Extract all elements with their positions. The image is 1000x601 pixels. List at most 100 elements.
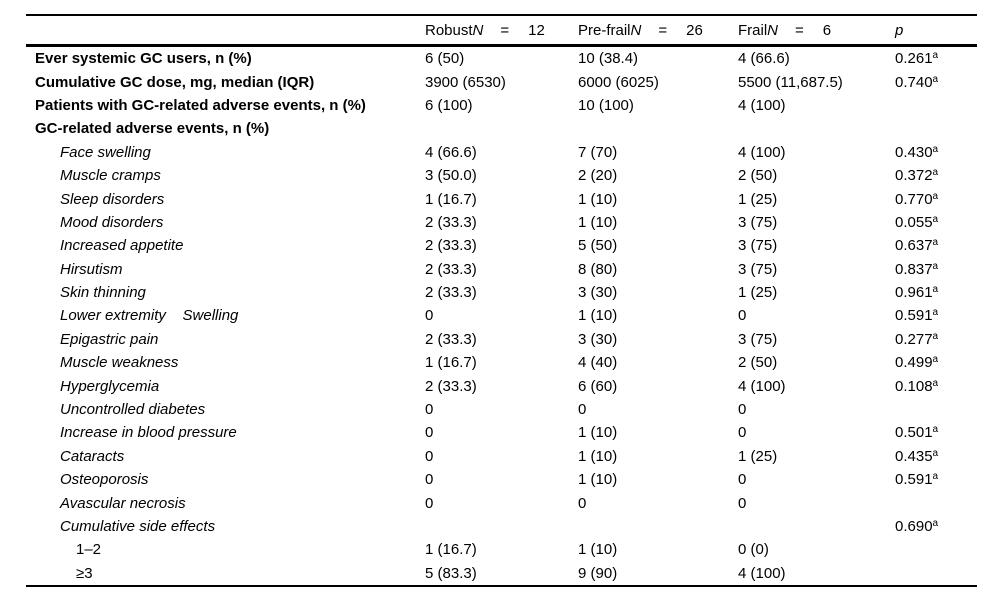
- table-bottom-rule: [26, 584, 977, 587]
- p-value-superscript: a: [932, 213, 939, 225]
- table-body: Ever systemic GC users, n (%) 6 (50) 10 (3…: [26, 47, 977, 585]
- equals-sign: =: [795, 21, 804, 39]
- cell-p-value: 0.961a: [895, 284, 977, 301]
- cell-value: 8 (80): [578, 260, 618, 278]
- row-label: Cumulative GC dose, mg, median (IQR): [35, 73, 315, 91]
- table-row: Hirsutism 2 (33.3) 8 (80) 3 (75) 0.837a: [26, 258, 977, 281]
- cell-p-value: 0.261a: [895, 50, 977, 67]
- table-top-rule: [26, 14, 977, 16]
- row-label: Hyperglycemia: [60, 377, 160, 395]
- p-value-superscript: a: [932, 424, 939, 436]
- table-row: Cumulative GC dose, mg, median (IQR) 3900…: [26, 70, 977, 93]
- cell-value: 0: [425, 471, 434, 489]
- row-label: Muscle weakness: [60, 354, 179, 372]
- cell-value: 1 (10): [578, 424, 618, 442]
- cell-value: 0: [738, 307, 747, 325]
- p-value-text: 0.277: [895, 330, 933, 348]
- column-header-frail: Frail N = 6: [738, 22, 895, 39]
- p-value-superscript: a: [932, 237, 939, 249]
- cell-value: 2 (33.3): [425, 284, 477, 302]
- table-row: 1–2 1 (16.7) 1 (10) 0 (0): [26, 538, 977, 561]
- cell-p-value: 0.637a: [895, 237, 977, 254]
- cell-value: 0: [425, 494, 434, 512]
- group-n-value: 6: [822, 21, 832, 39]
- cell-value: 4 (100): [738, 96, 786, 114]
- cell-value: 1 (25): [738, 190, 778, 208]
- p-value-superscript: a: [932, 143, 939, 155]
- row-label: Increase in blood pressure: [60, 424, 237, 442]
- table-row: Ever systemic GC users, n (%) 6 (50) 10 (3…: [26, 47, 977, 70]
- cell-value: 3 (75): [738, 237, 778, 255]
- cell-value: 0: [425, 401, 434, 419]
- cell-p-value: 0.770a: [895, 191, 977, 208]
- p-value-text: 0.770: [895, 190, 933, 208]
- row-label: Cumulative side effects: [60, 518, 216, 535]
- cell-p-value: 0.108a: [895, 378, 977, 395]
- cell-p-value: 0.277a: [895, 331, 977, 348]
- cell-value: 1 (10): [578, 190, 618, 208]
- row-label: 1–2: [76, 541, 102, 559]
- cell-p-value: 0.372a: [895, 167, 977, 184]
- column-header-p: p: [895, 21, 904, 39]
- table-row: Muscle weakness 1 (16.7) 4 (40) 2 (50) 0.499…: [26, 351, 977, 374]
- p-value-text: 0.372: [895, 167, 933, 185]
- cell-p-value: 0.501a: [895, 424, 977, 441]
- table-row: Sleep disorders 1 (16.7) 1 (10) 1 (25) 0.770…: [26, 187, 977, 210]
- table-row: Mood disorders 2 (33.3) 1 (10) 3 (75) 0.055a: [26, 211, 977, 234]
- cell-value: 3 (75): [738, 330, 778, 348]
- p-value-superscript: a: [932, 447, 939, 459]
- group-name: Pre-frail: [578, 21, 631, 39]
- cell-value: 0: [578, 494, 587, 512]
- row-label: Cataracts: [60, 447, 125, 465]
- row-label: Epigastric pain: [60, 330, 159, 348]
- cell-value: 2 (33.3): [425, 260, 477, 278]
- cell-value: 2 (50): [738, 354, 778, 372]
- cell-value: 5 (50): [578, 237, 618, 255]
- row-label: Uncontrolled diabetes: [60, 401, 206, 419]
- table-row: Increase in blood pressure 0 1 (10) 0 0.501a: [26, 421, 977, 444]
- row-label: Sleep disorders: [60, 190, 165, 208]
- row-label: Muscle cramps: [60, 167, 161, 185]
- p-value-superscript: a: [932, 377, 939, 389]
- table-row: Face swelling 4 (66.6) 7 (70) 4 (100) 0.430a: [26, 141, 977, 164]
- p-value-text: 0.430: [895, 143, 933, 161]
- p-value-text: 0.740: [895, 73, 933, 91]
- table-header-row: Robust N = 12 Pre-frail N = 26 Frail N = 6 …: [26, 16, 977, 44]
- p-value-text: 0.961: [895, 284, 933, 302]
- cell-value: 2 (33.3): [425, 377, 477, 395]
- cell-value: 4 (100): [738, 143, 786, 161]
- table-row: Hyperglycemia 2 (33.3) 6 (60) 4 (100) 0.108a: [26, 374, 977, 397]
- cell-value: 1 (16.7): [425, 354, 477, 372]
- group-n-symbol: N: [767, 21, 779, 39]
- p-value-superscript: a: [932, 260, 939, 272]
- p-value-text: 0.499: [895, 354, 933, 372]
- group-n-value: 26: [686, 21, 703, 39]
- p-value-superscript: a: [932, 73, 939, 85]
- p-value-text: 0.055: [895, 213, 933, 231]
- p-value-text: 0.591: [895, 307, 933, 325]
- cell-value: 6000 (6025): [578, 73, 659, 91]
- cell-value: 0: [425, 307, 434, 325]
- table-row: Lower extremity Swelling 0 1 (10) 0 0.591a: [26, 304, 977, 327]
- table-row: Muscle cramps 3 (50.0) 2 (20) 2 (50) 0.372a: [26, 164, 977, 187]
- p-value-text: 0.690: [895, 518, 933, 535]
- cell-value: 4 (100): [738, 377, 786, 395]
- cell-p-value: 0.837a: [895, 261, 977, 278]
- p-value-text: 0.837: [895, 260, 933, 278]
- row-label: Mood disorders: [60, 213, 164, 231]
- cell-value: 3 (75): [738, 213, 778, 231]
- cell-value: 2 (50): [738, 167, 778, 185]
- cell-value: 3900 (6530): [425, 73, 506, 91]
- cell-value: 0: [738, 424, 747, 442]
- cell-value: 5 (83.3): [425, 564, 477, 582]
- cell-p-value: 0.055a: [895, 214, 977, 231]
- group-name: Robust: [425, 21, 473, 39]
- table-row: GC-related adverse events, n (%): [26, 117, 977, 140]
- cell-value: 6 (50): [425, 50, 465, 68]
- cell-p-value: 0.499a: [895, 354, 977, 371]
- cell-p-value: 0.740a: [895, 74, 977, 91]
- cell-p-value: 0.690a: [895, 518, 977, 535]
- group-name: Frail: [738, 21, 768, 39]
- p-value-text: 0.591: [895, 471, 933, 489]
